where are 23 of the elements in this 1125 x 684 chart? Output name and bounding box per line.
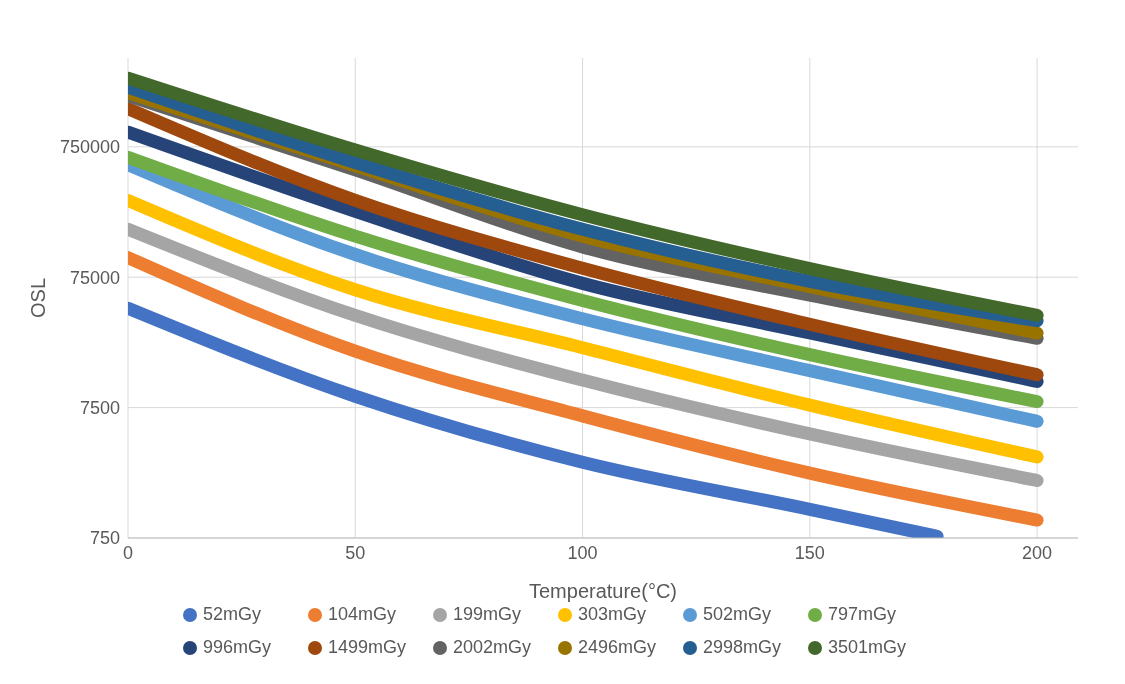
legend-label: 502mGy [703,604,772,625]
y-axis-title: OSL [27,277,50,319]
legend-label: 1499mGy [328,637,407,658]
legend-label: 104mGy [328,604,397,625]
y-tick-label: 750000 [59,137,120,158]
x-axis-title: Temperature(°C) [528,580,678,602]
x-tick-label: 100 [567,542,598,563]
y-tick-label: 750 [89,528,120,549]
legend-label: 52mGy [203,604,262,625]
y-tick-label: 7500 [79,398,120,418]
x-tick-label: 50 [345,542,366,563]
legend-label: 2998mGy [703,637,782,658]
x-tick-label: 200 [1022,542,1053,563]
legend-label: 2496mGy [578,637,657,658]
legend-label: 303mGy [578,604,647,625]
legend-label: 199mGy [453,604,522,625]
legend-label: 3501mGy [828,637,907,658]
legend-label: 2002mGy [453,637,532,658]
legend-label: 797mGy [828,604,897,625]
legend-label: 996mGy [203,637,272,658]
y-tick-label: 75000 [69,267,120,288]
x-tick-label: 150 [794,542,825,563]
x-tick-label: 0 [122,542,134,563]
